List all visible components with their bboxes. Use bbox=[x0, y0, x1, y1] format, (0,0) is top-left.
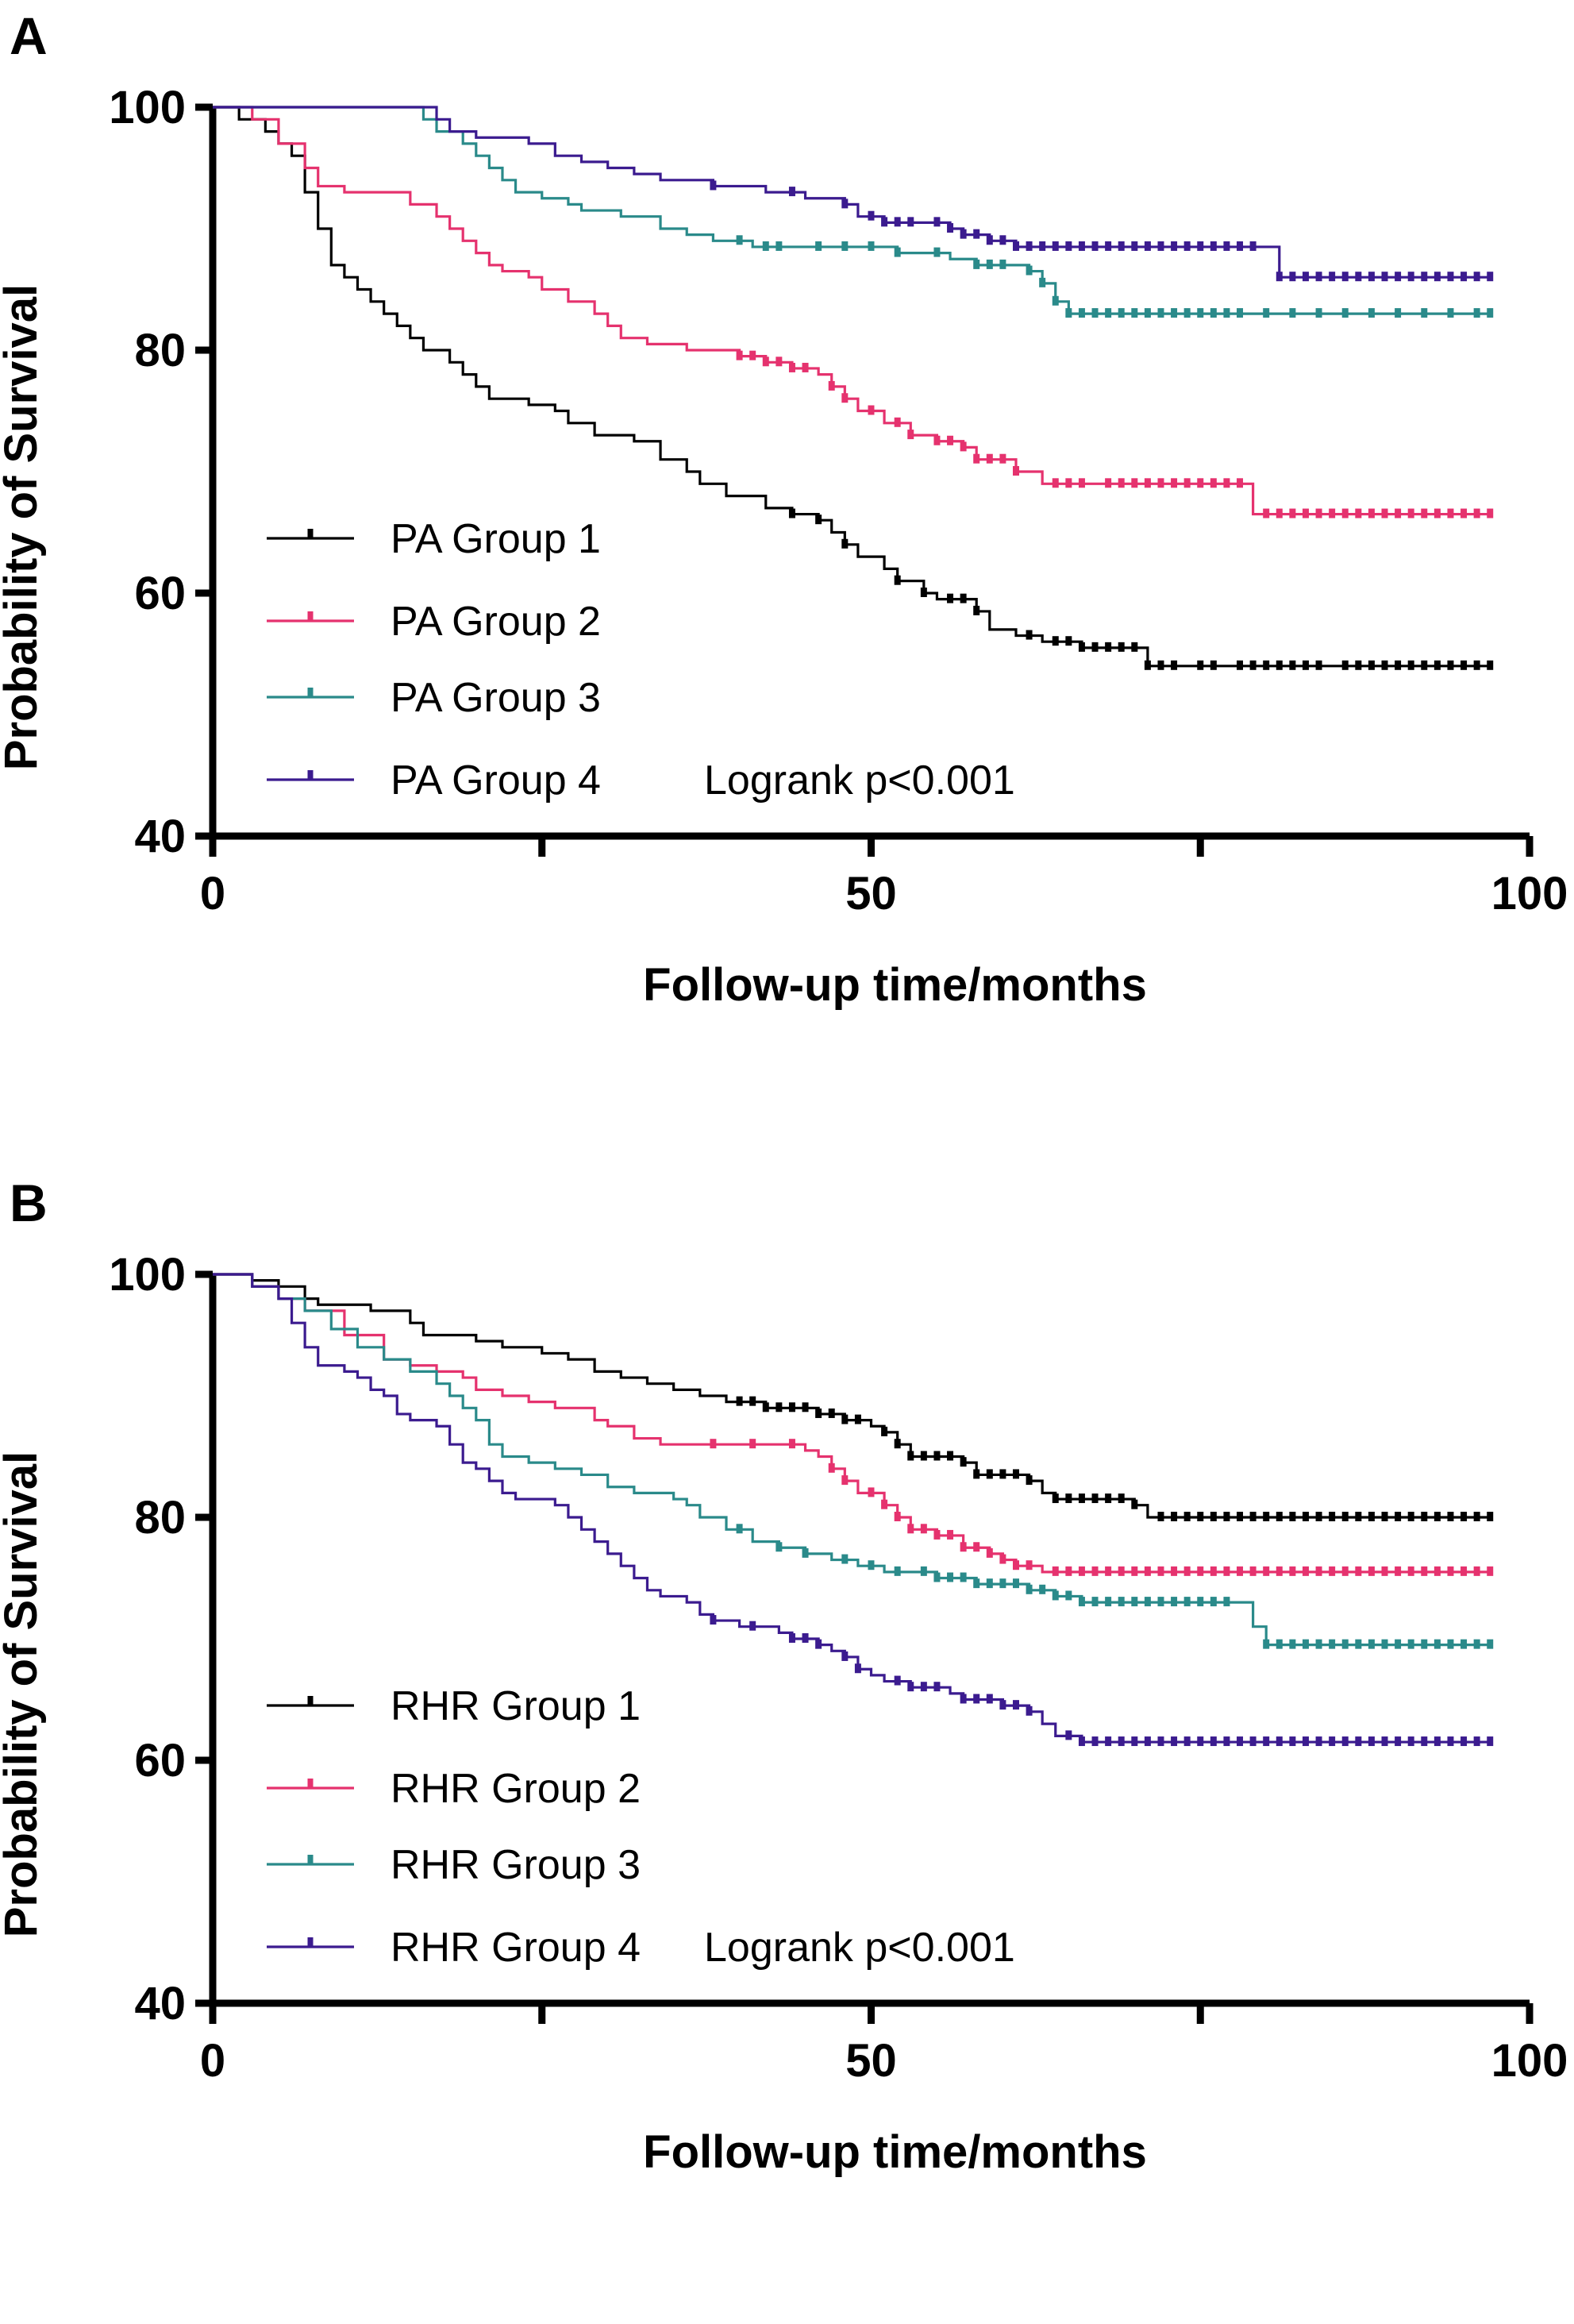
legend: PA Group 1 PA Group 2 PA Group 3 PA Group 4 bbox=[267, 516, 601, 804]
series-3 bbox=[213, 1273, 1494, 1649]
series-4 bbox=[213, 106, 1494, 282]
legend-label: RHR Group 4 bbox=[391, 1925, 641, 1971]
legend-item: PA Group 1 bbox=[267, 516, 601, 562]
y-tick-label: 40 bbox=[134, 811, 186, 862]
axes: 40 60 80 100 0 50 100 bbox=[109, 82, 1568, 919]
x-tick-label: 100 bbox=[1491, 868, 1568, 919]
series-2 bbox=[213, 1273, 1494, 1576]
survival-curve bbox=[213, 106, 1491, 315]
legend-label: RHR Group 2 bbox=[391, 1766, 641, 1812]
legend-label: PA Group 3 bbox=[391, 675, 601, 721]
y-tick-label: 80 bbox=[134, 325, 186, 376]
x-axis-label: Follow-up time/months bbox=[643, 2126, 1147, 2178]
series-1 bbox=[213, 106, 1494, 670]
y-tick-label: 40 bbox=[134, 1978, 186, 2029]
series-3 bbox=[213, 106, 1494, 318]
legend-label: RHR Group 3 bbox=[391, 1842, 641, 1888]
x-tick-label: 50 bbox=[845, 2035, 897, 2087]
legend-label: PA Group 4 bbox=[391, 757, 601, 804]
survival-curve bbox=[213, 106, 1491, 668]
survival-curve bbox=[213, 1273, 1491, 1574]
axes: 40 60 80 100 0 50 100 bbox=[109, 1249, 1568, 2087]
legend: RHR Group 1 RHR Group 2 RHR Group 3 RHR Gro… bbox=[267, 1683, 641, 1971]
panel-a: A 40 60 80 100 0 50 100 Follow-up time/months Pro… bbox=[0, 0, 1574, 1143]
survival-curve bbox=[213, 1273, 1491, 1647]
series-4 bbox=[213, 1273, 1494, 1747]
legend-item: RHR Group 4 bbox=[267, 1925, 641, 1971]
legend-label: RHR Group 1 bbox=[391, 1683, 641, 1729]
x-tick-label: 0 bbox=[200, 868, 225, 919]
x-axis-label: Follow-up time/months bbox=[643, 959, 1147, 1011]
legend-item: RHR Group 2 bbox=[267, 1766, 641, 1812]
panel-b: B 40 60 80 100 0 50 100 Follow-up time/months Pro… bbox=[0, 1167, 1574, 2311]
legend-item: PA Group 4 bbox=[267, 757, 601, 804]
series-2 bbox=[213, 106, 1494, 518]
y-tick-label: 100 bbox=[109, 82, 186, 133]
legend-label: PA Group 2 bbox=[391, 599, 601, 645]
legend-item: PA Group 2 bbox=[267, 599, 601, 645]
panel-label: A bbox=[10, 6, 48, 65]
y-tick-label: 60 bbox=[134, 568, 186, 619]
y-tick-label: 80 bbox=[134, 1492, 186, 1544]
survival-curve bbox=[213, 106, 1491, 516]
y-tick-label: 100 bbox=[109, 1249, 186, 1301]
y-axis-label: Probability of Survival bbox=[0, 284, 47, 770]
x-tick-label: 0 bbox=[200, 2035, 225, 2087]
legend-item: PA Group 3 bbox=[267, 675, 601, 721]
km-chart-a: A 40 60 80 100 0 50 100 Follow-up time/months Pro… bbox=[0, 6, 1568, 1011]
y-axis-label: Probability of Survival bbox=[0, 1451, 47, 1937]
legend-label: PA Group 1 bbox=[391, 516, 601, 562]
survival-curve bbox=[213, 106, 1491, 279]
logrank-annotation: Logrank p<0.001 bbox=[704, 757, 1015, 804]
km-chart-b: B 40 60 80 100 0 50 100 Follow-up time/months Pro… bbox=[0, 1174, 1568, 2178]
logrank-annotation: Logrank p<0.001 bbox=[704, 1925, 1015, 1971]
x-tick-label: 50 bbox=[845, 868, 897, 919]
y-tick-label: 60 bbox=[134, 1735, 186, 1786]
series-1 bbox=[213, 1273, 1494, 1521]
legend-item: RHR Group 3 bbox=[267, 1842, 641, 1888]
panel-label: B bbox=[10, 1174, 48, 1232]
legend-item: RHR Group 1 bbox=[267, 1683, 641, 1729]
x-tick-label: 100 bbox=[1491, 2035, 1568, 2087]
survival-curve bbox=[213, 1273, 1491, 1744]
